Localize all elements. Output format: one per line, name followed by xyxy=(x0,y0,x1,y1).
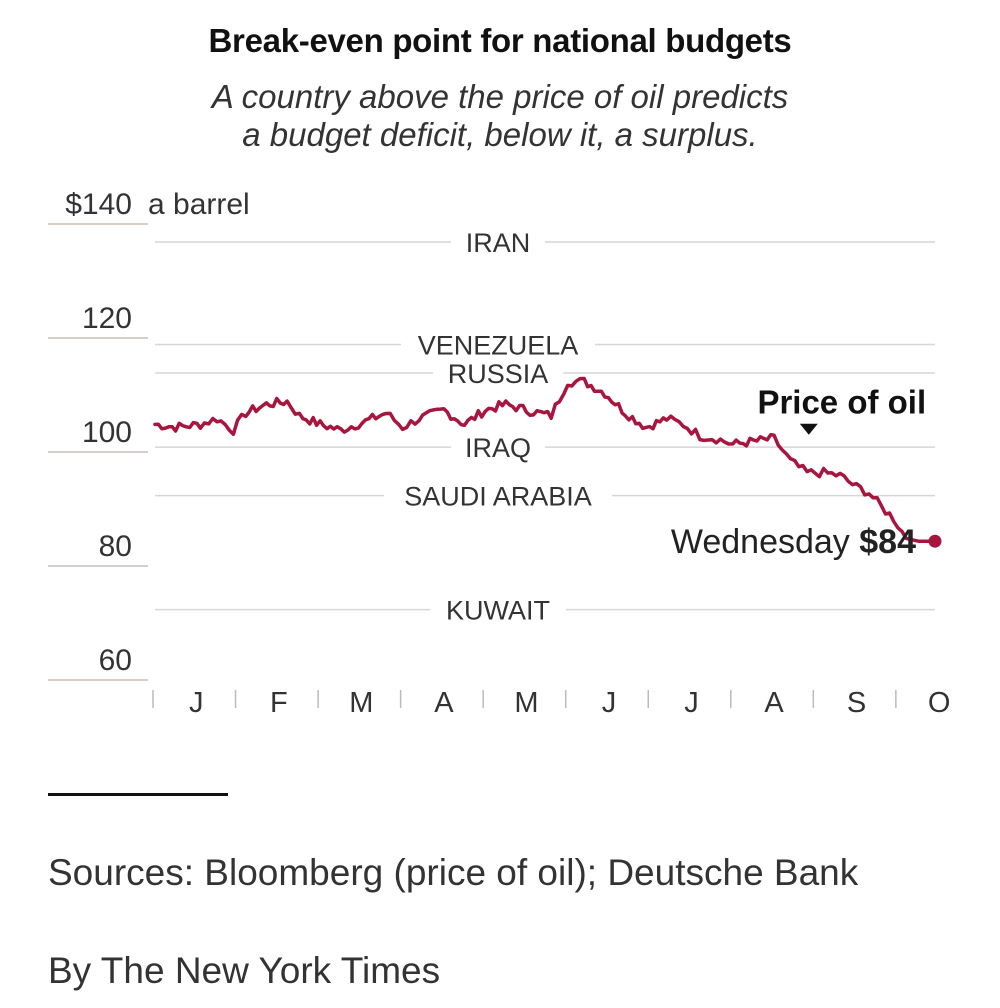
breakeven-label: KUWAIT xyxy=(446,596,550,626)
y-tick-label: 100 xyxy=(82,416,132,449)
price-series xyxy=(153,376,942,548)
x-tick-label: J xyxy=(684,687,699,719)
breakeven-label: IRAN xyxy=(466,228,531,258)
sources-note: Sources: Bloomberg (price of oil); Deuts… xyxy=(48,852,859,893)
footer-divider xyxy=(48,793,228,796)
y-tick-label: $140 xyxy=(65,188,132,221)
y-tick-label: 60 xyxy=(99,644,132,677)
latest-price-label: Wednesday $84 xyxy=(671,523,916,561)
y-tick-label: 120 xyxy=(82,302,132,335)
x-tick-label: M xyxy=(514,687,538,719)
breakeven-label: SAUDI ARABIA xyxy=(404,482,592,512)
x-tick-label: A xyxy=(434,687,454,719)
breakeven-label: RUSSIA xyxy=(448,359,549,389)
latest-price-value: $84 xyxy=(859,523,916,561)
price-of-oil-line xyxy=(153,376,937,543)
x-tick-label: O xyxy=(928,687,951,719)
y-tick-label: 80 xyxy=(99,530,132,563)
chart-title: Break-even point for national budgets xyxy=(208,22,792,59)
x-tick-label: F xyxy=(270,687,288,719)
chart-subtitle: A country above the price of oil predict… xyxy=(0,78,1000,154)
oil-price-chart: $140 120 100 80 60 a barrel IRAN VENEZUELARUSS… xyxy=(48,188,951,719)
y-unit-label: a barrel xyxy=(148,188,250,221)
byline: By The New York Times xyxy=(48,950,441,991)
breakeven-label: IRAQ xyxy=(465,433,531,463)
x-tick-label: A xyxy=(764,687,784,719)
price-of-oil-label: Price of oil xyxy=(757,384,926,421)
annotations: Price of oil Wednesday $84 xyxy=(671,384,926,562)
x-tick-label: J xyxy=(602,687,617,719)
x-tick-label: M xyxy=(349,687,373,719)
latest-price-point xyxy=(928,534,942,548)
x-tick-label: J xyxy=(189,687,204,719)
breakeven-label: VENEZUELA xyxy=(418,331,579,361)
price-of-oil-pointer-icon xyxy=(799,423,818,435)
y-axis: $140 120 100 80 60 a barrel xyxy=(48,188,250,681)
subtitle-line-1: A country above the price of oil predict… xyxy=(211,78,789,115)
x-tick-label: S xyxy=(847,687,866,719)
subtitle-line-2: a budget deficit, below it, a surplus. xyxy=(242,116,758,153)
latest-price-day: Wednesday xyxy=(671,523,850,561)
